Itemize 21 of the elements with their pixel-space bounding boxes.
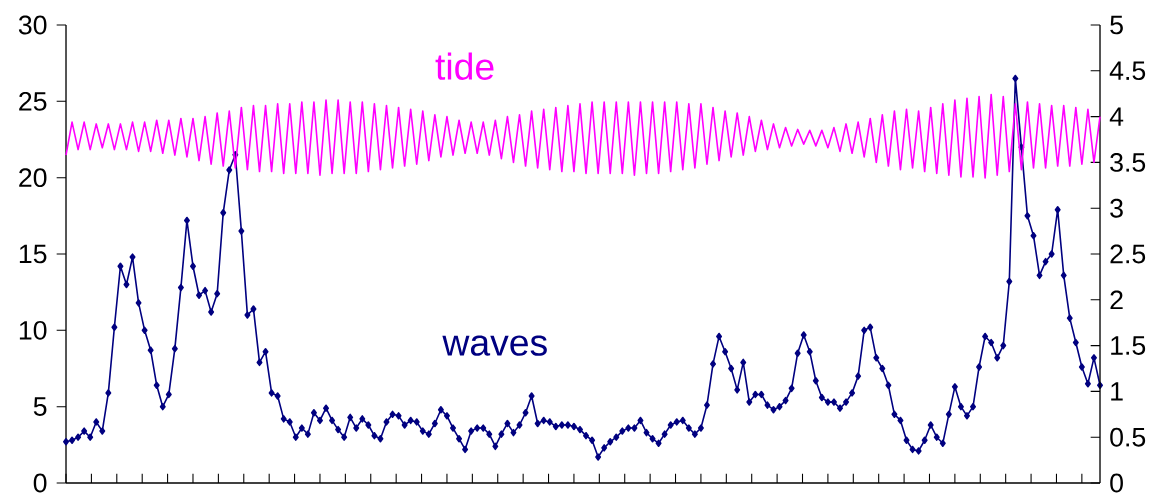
y2-tick-label: 3 [1110,198,1123,218]
y2-tick-label: 2.5 [1110,244,1146,264]
y2-tick-label: 0 [1110,473,1123,493]
y-tick-label: 30 [18,15,47,35]
y2-tick-label: 0.5 [1110,427,1146,447]
y-tick-label: 10 [19,320,47,340]
y-tick-label: 0 [33,473,47,493]
y-tick-label: 15 [19,244,47,264]
line-series [65,93,1101,179]
y-tick-label: 5 [33,397,47,416]
y2-tick-label: 1 [1111,382,1123,401]
y-tick-label: 25 [19,91,47,111]
series-label: tide [435,52,494,80]
y-tick-label: 20 [19,168,47,188]
series-label: waves [442,335,547,356]
y2-tick-label: 3.5 [1110,152,1146,172]
y2-tick-label: 1.5 [1111,336,1146,355]
y2-tick-label: 4.5 [1109,61,1146,81]
y2-tick-label: 2 [1110,290,1123,310]
y2-tick-label: 5 [1110,15,1123,35]
y2-tick-label: 4 [1109,107,1124,126]
